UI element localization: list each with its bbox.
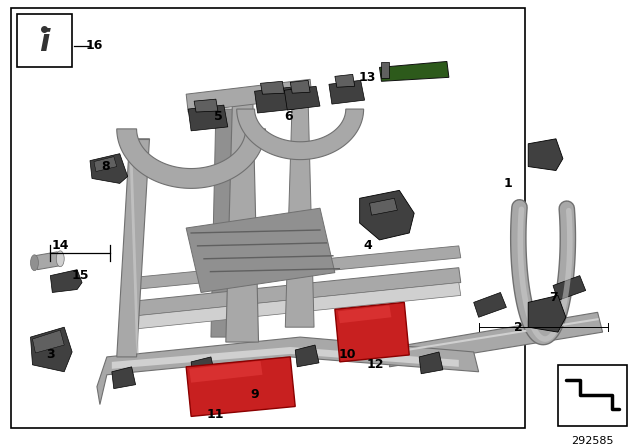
Polygon shape: [194, 99, 218, 112]
Polygon shape: [116, 139, 150, 357]
Polygon shape: [255, 87, 294, 113]
Text: 5: 5: [214, 111, 223, 124]
Polygon shape: [35, 252, 60, 270]
Polygon shape: [112, 367, 136, 388]
Polygon shape: [31, 327, 72, 372]
Text: 7: 7: [550, 291, 558, 304]
Polygon shape: [335, 74, 355, 87]
Text: 3: 3: [46, 349, 54, 362]
Polygon shape: [295, 345, 319, 367]
Polygon shape: [474, 293, 506, 317]
Text: 14: 14: [51, 239, 69, 252]
Polygon shape: [211, 109, 239, 337]
Polygon shape: [419, 352, 443, 374]
Polygon shape: [97, 337, 479, 405]
Polygon shape: [369, 198, 397, 215]
Text: 292585: 292585: [572, 436, 614, 446]
Text: 12: 12: [367, 358, 384, 371]
Text: 2: 2: [514, 321, 523, 334]
Polygon shape: [186, 208, 335, 293]
Polygon shape: [380, 61, 449, 81]
Polygon shape: [51, 270, 82, 293]
Polygon shape: [389, 312, 602, 367]
Text: 13: 13: [359, 71, 376, 84]
Text: 10: 10: [339, 349, 356, 362]
Bar: [11, 8, 525, 428]
Text: 15: 15: [71, 269, 89, 282]
Text: i: i: [39, 28, 50, 57]
Text: 6: 6: [284, 111, 292, 124]
Polygon shape: [338, 306, 392, 323]
Polygon shape: [226, 89, 259, 342]
Polygon shape: [90, 154, 127, 183]
Bar: [17, 14, 72, 67]
Polygon shape: [553, 276, 586, 301]
Polygon shape: [33, 330, 64, 353]
Text: 11: 11: [206, 408, 223, 421]
Bar: [381, 62, 389, 78]
Text: 16: 16: [85, 39, 102, 52]
Polygon shape: [237, 109, 364, 159]
Polygon shape: [94, 157, 116, 172]
Polygon shape: [188, 105, 228, 131]
Polygon shape: [329, 80, 365, 104]
Polygon shape: [189, 361, 262, 383]
Polygon shape: [186, 79, 312, 112]
Polygon shape: [122, 283, 461, 330]
Text: 8: 8: [102, 160, 110, 173]
Polygon shape: [116, 129, 266, 188]
Polygon shape: [528, 139, 563, 171]
Polygon shape: [260, 81, 284, 94]
Bar: [558, 365, 627, 426]
Polygon shape: [122, 268, 461, 317]
Text: 4: 4: [364, 239, 372, 252]
Polygon shape: [112, 347, 459, 369]
Polygon shape: [335, 302, 409, 362]
Polygon shape: [186, 357, 295, 416]
Polygon shape: [360, 190, 414, 240]
Polygon shape: [285, 99, 314, 327]
Polygon shape: [291, 80, 310, 93]
Polygon shape: [191, 357, 215, 379]
Ellipse shape: [31, 255, 38, 271]
Text: 1: 1: [504, 177, 513, 190]
Ellipse shape: [56, 251, 64, 267]
Polygon shape: [528, 295, 566, 332]
Text: 9: 9: [250, 388, 259, 401]
Polygon shape: [284, 86, 320, 110]
Polygon shape: [132, 246, 461, 289]
